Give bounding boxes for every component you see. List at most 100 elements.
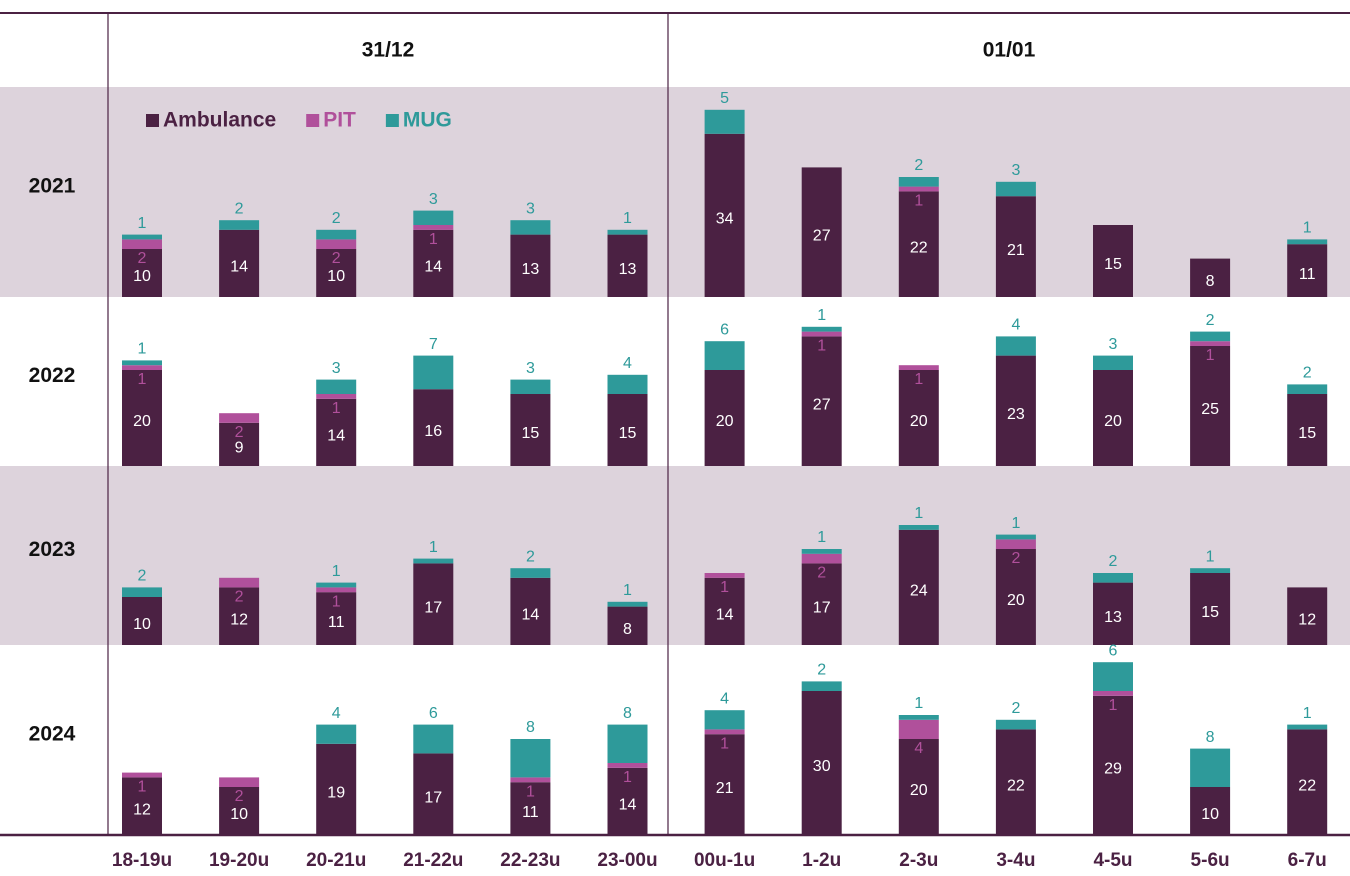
bar-segment — [1190, 568, 1231, 573]
data-label: 15 — [1104, 256, 1122, 273]
data-label: 2 — [914, 157, 923, 174]
bar-segment — [122, 365, 162, 370]
x-tick-label: 18-19u — [112, 850, 172, 871]
bar-segment — [704, 577, 745, 645]
bar-segment — [316, 592, 357, 645]
data-label: 8 — [623, 705, 632, 722]
data-label: 14 — [716, 607, 734, 624]
bar-segment — [898, 186, 939, 192]
data-label: 15 — [522, 425, 540, 442]
data-label: 1 — [1303, 220, 1312, 237]
bar-segment — [704, 370, 745, 466]
data-label: 1 — [1109, 697, 1118, 714]
data-label: 3 — [332, 360, 341, 377]
bar-segment — [413, 563, 454, 645]
data-label: 1 — [817, 338, 826, 355]
data-label: 10 — [327, 268, 345, 285]
bar-segment — [898, 719, 939, 739]
bar-segment — [122, 777, 162, 835]
data-label: 1 — [914, 505, 923, 522]
bar-segment — [219, 413, 260, 423]
bar-segment — [316, 582, 357, 588]
bar-segment — [1190, 331, 1231, 342]
data-label: 12 — [133, 801, 151, 818]
bar-segment — [413, 558, 454, 564]
data-label: 2 — [1109, 553, 1118, 570]
data-label: 16 — [424, 423, 442, 440]
bar-segment — [704, 133, 745, 297]
bar-segment — [413, 753, 454, 835]
bar-segment — [219, 777, 260, 787]
data-label: 2 — [1011, 700, 1020, 717]
data-label: 8 — [1206, 729, 1215, 746]
bar-segment — [510, 739, 551, 778]
bar-segment — [122, 249, 162, 297]
data-label: 20 — [716, 413, 734, 430]
x-tick-label: 1-2u — [802, 850, 841, 871]
bar-segment — [898, 525, 939, 530]
data-label: 13 — [522, 261, 540, 278]
bar-segment — [995, 729, 1036, 835]
data-label: 13 — [619, 261, 637, 278]
data-label: 12 — [230, 611, 248, 628]
bar-segment — [413, 225, 454, 230]
data-label: 2 — [1206, 312, 1215, 329]
data-label: 20 — [910, 413, 928, 430]
x-tick-label: 6-7u — [1288, 850, 1327, 871]
x-tick-label: 21-22u — [403, 850, 463, 871]
bar-segment — [1093, 355, 1133, 370]
bar-segment — [607, 606, 648, 645]
row-background — [0, 645, 1350, 835]
data-label: 1 — [720, 735, 729, 752]
data-label: 24 — [910, 583, 928, 600]
x-tick-label: 00u-1u — [694, 850, 755, 871]
data-label: 1 — [1206, 347, 1215, 364]
data-label: 8 — [1206, 273, 1215, 290]
data-label: 1 — [332, 563, 341, 580]
bar-segment — [704, 573, 745, 578]
bar-segment — [898, 177, 939, 187]
bar-segment — [801, 681, 842, 691]
data-label: 14 — [424, 259, 442, 276]
x-tick-label: 23-00u — [597, 850, 657, 871]
data-label: 2 — [1011, 550, 1020, 567]
data-label: 7 — [429, 336, 438, 353]
data-label: 17 — [424, 789, 442, 806]
bar-segment — [510, 394, 551, 466]
bar-segment — [898, 739, 939, 835]
data-label: 1 — [623, 769, 632, 786]
data-label: 20 — [910, 782, 928, 799]
bar-segment — [510, 782, 551, 835]
x-tick-label: 2-3u — [899, 850, 938, 871]
bar-segment — [1287, 239, 1328, 245]
data-label: 30 — [813, 758, 831, 775]
bar-segment — [316, 743, 357, 835]
bar-segment — [801, 691, 842, 835]
data-label: 1 — [138, 371, 147, 388]
data-label: 20 — [1104, 413, 1122, 430]
bar-segment — [316, 239, 357, 249]
bar-segment — [316, 379, 357, 394]
bar-segment — [510, 568, 551, 578]
data-label: 11 — [328, 614, 345, 631]
legend-swatch — [146, 114, 159, 127]
data-label: 1 — [332, 593, 341, 610]
bar-segment — [122, 370, 162, 466]
data-label: 8 — [623, 621, 632, 638]
data-label: 21 — [1007, 242, 1025, 259]
bar-segment — [1190, 341, 1231, 346]
data-label: 2 — [1303, 365, 1312, 382]
bar-segment — [316, 724, 357, 744]
bar-segment — [413, 389, 454, 466]
bar-segment — [801, 331, 842, 337]
bar-segment — [510, 234, 551, 297]
data-label: 2 — [235, 200, 244, 217]
data-label: 1 — [138, 779, 147, 796]
x-tick-label: 5-6u — [1191, 850, 1230, 871]
data-label: 15 — [1298, 425, 1316, 442]
data-label: 25 — [1201, 401, 1219, 418]
data-label: 10 — [133, 616, 151, 633]
data-label: 6 — [1109, 642, 1118, 659]
legend-swatch — [385, 114, 399, 127]
bar-segment — [413, 724, 454, 754]
